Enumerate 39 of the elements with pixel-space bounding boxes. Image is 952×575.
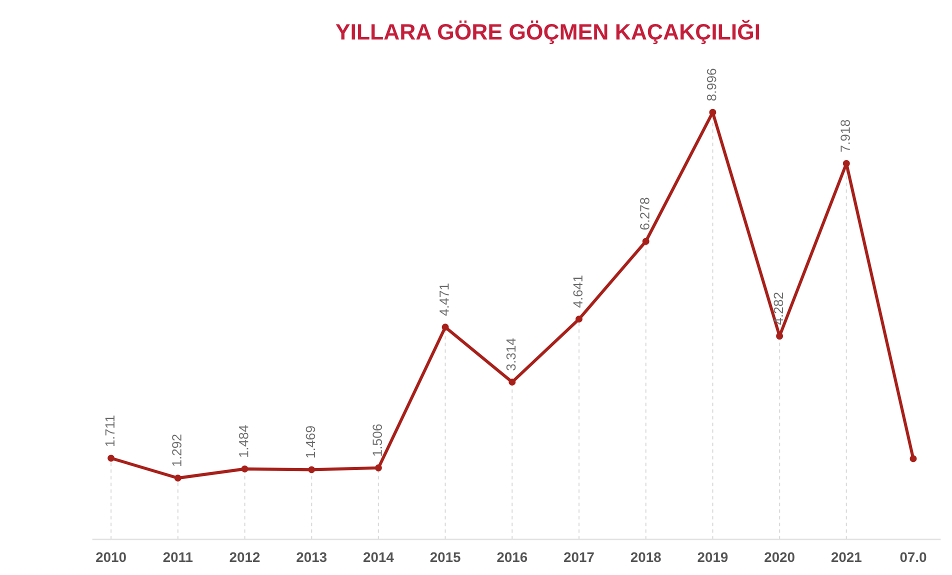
x-tick-label: 2017 — [564, 552, 594, 562]
x-tick-label: 2020 — [764, 552, 794, 562]
data-label: 8.996 — [706, 68, 716, 101]
point — [842, 160, 850, 167]
point — [374, 464, 382, 472]
point — [642, 238, 650, 245]
x-tick-label: 07.0 — [900, 552, 926, 562]
x-tick-label: 2018 — [630, 552, 661, 562]
point — [442, 324, 449, 331]
point — [308, 466, 316, 474]
point — [576, 316, 582, 323]
x-tick-label: 2013 — [296, 552, 327, 562]
point — [241, 465, 248, 472]
data-label: 3.314 — [506, 338, 516, 370]
data-label: 7.918 — [840, 120, 850, 152]
data-label: 4.471 — [440, 284, 449, 316]
point — [776, 332, 784, 340]
x-tick-label: 2016 — [497, 552, 528, 562]
data-label: 1.484 — [238, 425, 248, 457]
chart-title: YILLARA GÖRE GÖÇMEN KAÇAKÇILIĞI — [336, 20, 760, 44]
data-label: 1.292 — [172, 434, 182, 466]
point — [709, 108, 716, 116]
x-tick-label: 2015 — [430, 552, 460, 562]
x-tick-label: 2021 — [831, 552, 862, 562]
data-label: 1.469 — [306, 426, 316, 458]
point — [174, 474, 182, 482]
data-label: 1.506 — [372, 424, 382, 456]
x-tick-label: 2012 — [230, 552, 260, 562]
point — [910, 455, 917, 462]
point — [108, 454, 115, 462]
point — [508, 378, 516, 386]
x-tick-label: 2014 — [363, 552, 394, 562]
x-tick-label: 2011 — [163, 552, 193, 562]
x-tick-label: 2019 — [698, 552, 728, 562]
data-label: 6.278 — [640, 198, 650, 230]
data-label: 4.641 — [573, 276, 583, 308]
data-label: 4.282 — [774, 292, 784, 325]
x-tick-label: 2010 — [96, 552, 126, 562]
data-label: 1.711 — [105, 416, 114, 446]
